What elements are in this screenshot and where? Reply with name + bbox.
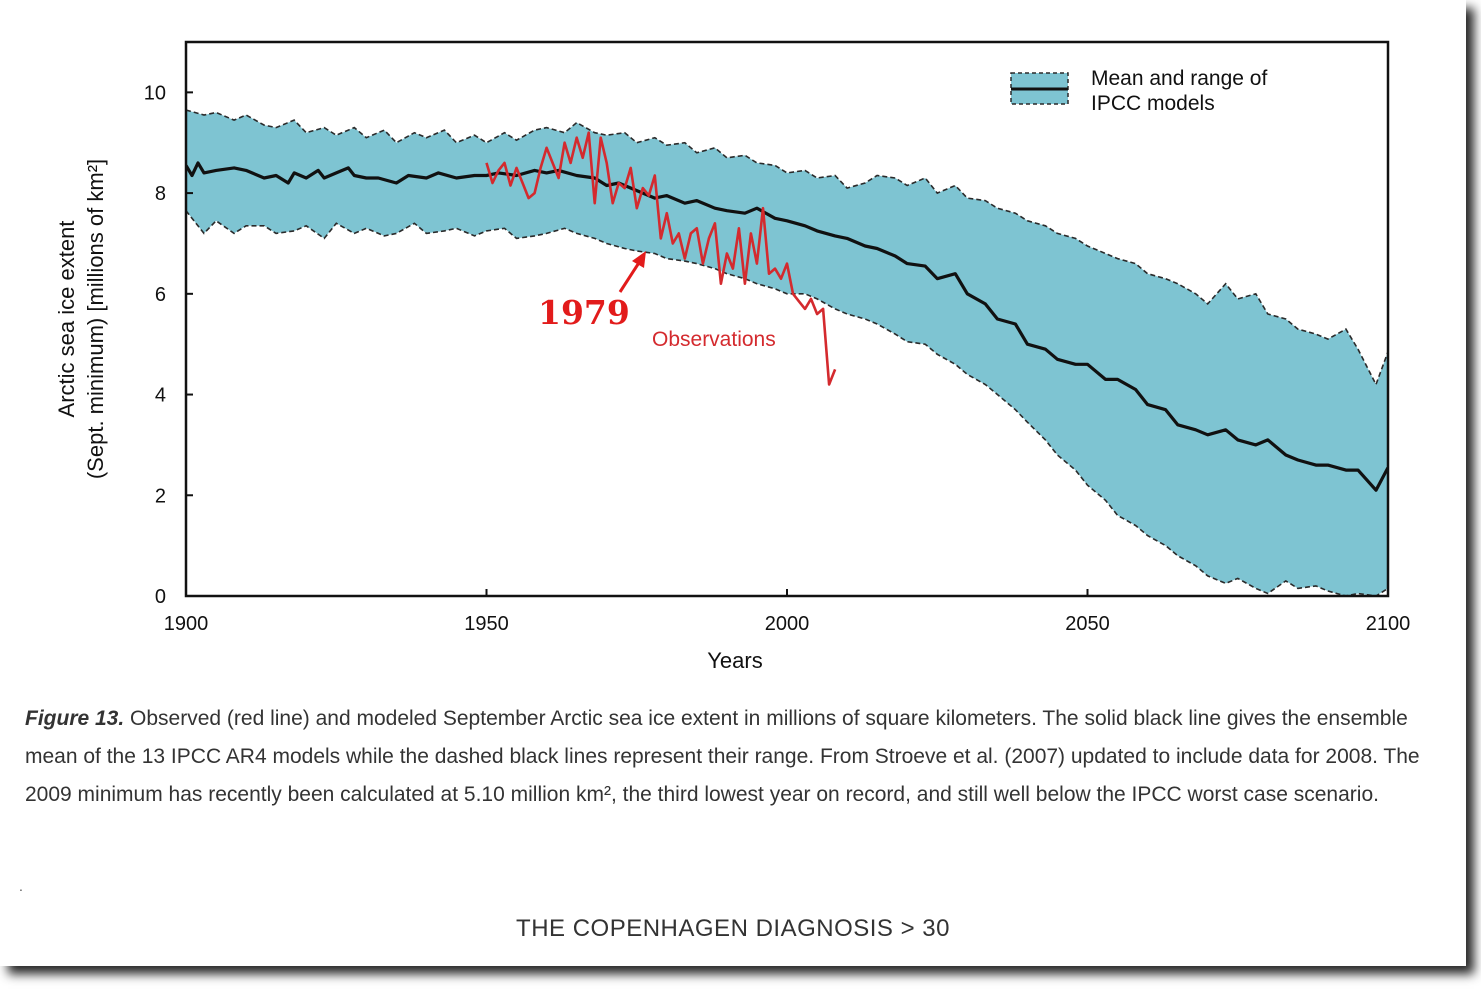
x-tick-label: 2100: [1366, 613, 1411, 635]
y-tick-label: 10: [144, 82, 166, 104]
annotation-arrow: [618, 251, 646, 293]
legend-label-line1: Mean and range of: [1091, 67, 1267, 90]
y-tick-label: 6: [155, 284, 166, 306]
figure-caption: Figure 13. Observed (red line) and model…: [25, 700, 1445, 814]
model-mean-line: [186, 161, 1388, 492]
y-tick-label: 2: [155, 485, 166, 507]
page-footer: THE COPENHAGEN DIAGNOSIS > 30: [516, 915, 950, 942]
plot-area: [186, 109, 1388, 596]
y-tick-label: 8: [155, 183, 166, 205]
x-axis-title: Years: [707, 648, 762, 673]
x-tick-label: 2000: [765, 613, 810, 635]
caption-text: Observed (red line) and modeled Septembe…: [25, 707, 1420, 806]
y-tick-label: 0: [155, 586, 166, 608]
y-axis-title-line2: (Sept. minimum) [millions of km²]: [83, 159, 108, 479]
observations-label: Observations: [652, 328, 776, 351]
figure-label: Figure 13.: [25, 707, 125, 730]
x-tick-label: 1900: [164, 613, 209, 635]
x-tick-label: 1950: [464, 613, 509, 635]
y-tick-label: 4: [155, 385, 166, 407]
model-max-line: [186, 109, 1388, 387]
year-annotation: 1979: [538, 293, 630, 332]
x-tick-label: 2050: [1065, 613, 1110, 635]
legend-label-line2: IPCC models: [1091, 92, 1215, 115]
legend: Mean and range of IPCC models: [1010, 67, 1267, 115]
y-axis-title-line1: Arctic sea ice extent: [54, 221, 79, 418]
observations-line: [485, 131, 837, 386]
chart: 1900 1950 2000 2050 2100 0 2 4 6 8 10 Years Arctic…: [54, 40, 1411, 673]
axis-ticks: 1900 1950 2000 2050 2100 0 2 4 6 8 10: [144, 82, 1411, 635]
model-min-line: [186, 210, 1388, 596]
stray-dot: .: [19, 878, 23, 894]
model-range-band: [186, 110, 1388, 596]
